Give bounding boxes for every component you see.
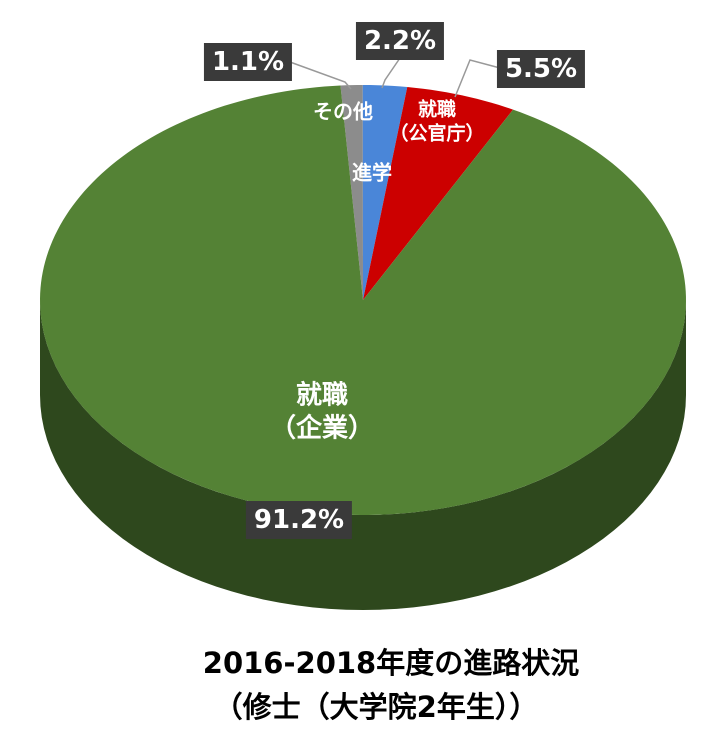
category-label: 就職 （企業）: [269, 380, 375, 444]
category-label: 就職 （公官庁）: [389, 98, 485, 144]
leader-line: [454, 59, 501, 98]
category-label: 進学: [352, 160, 392, 185]
value-label: 5.5%: [496, 50, 586, 88]
pie-slice: [363, 87, 514, 300]
chart-title: 2016-2018年度の進路状況: [202, 646, 580, 680]
value-label: 1.1%: [203, 43, 293, 81]
chart-subtitle: （修士（大学院2年生））: [213, 690, 539, 724]
pie-slice: [362, 85, 408, 300]
category-label: その他: [313, 99, 373, 124]
pie-side: [40, 300, 686, 610]
leader-line: [381, 57, 401, 89]
leader-line: [289, 61, 352, 90]
pie-slice: [40, 85, 686, 515]
value-label: 91.2%: [245, 501, 353, 539]
value-label: 2.2%: [355, 22, 445, 60]
pie-slice: [340, 85, 363, 300]
